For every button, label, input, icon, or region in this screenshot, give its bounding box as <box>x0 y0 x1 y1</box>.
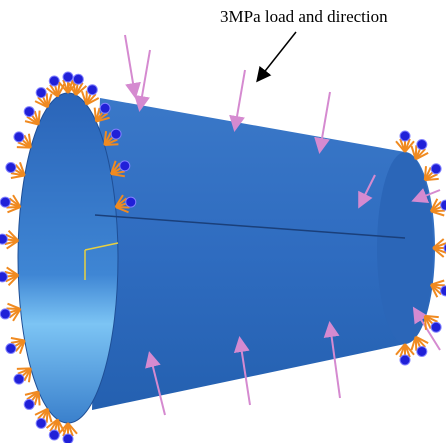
constraint-node <box>24 399 34 409</box>
constraint-ray <box>425 179 439 180</box>
constraint-node <box>441 286 446 296</box>
constraint-marker <box>6 162 25 178</box>
constraint-node <box>14 374 24 384</box>
constraint-marker <box>396 344 414 365</box>
constraint-node <box>49 430 59 440</box>
constraint-node <box>36 88 46 98</box>
constraint-marker <box>431 199 446 216</box>
constraint-marker <box>0 304 20 321</box>
constraint-marker <box>24 107 39 125</box>
constraint-node <box>431 164 441 174</box>
left-opening <box>18 93 118 423</box>
constraint-ray <box>425 316 426 330</box>
constraint-node <box>87 85 97 95</box>
constraint-node <box>36 418 46 428</box>
constraint-node <box>417 140 427 150</box>
constraint-node <box>417 346 427 356</box>
constraint-node <box>6 344 16 354</box>
constraint-node <box>441 200 446 210</box>
cone-model <box>18 93 435 423</box>
constraint-ray <box>11 338 25 340</box>
constraint-node <box>0 197 10 207</box>
load-arrow <box>125 35 135 95</box>
constraint-marker <box>14 368 31 384</box>
constraint-marker <box>433 239 446 257</box>
constraint-node <box>431 322 441 332</box>
constraint-node <box>24 107 34 117</box>
constraint-node <box>73 74 83 84</box>
constraint-node <box>126 197 136 207</box>
constraint-node <box>63 434 73 443</box>
constraint-node <box>6 163 16 173</box>
constraint-marker <box>0 267 18 285</box>
constraint-node <box>14 132 24 142</box>
annotation-text: 3MPa load and direction <box>220 7 388 26</box>
constraint-node <box>400 355 410 365</box>
load-arrow <box>235 70 245 128</box>
constraint-marker <box>6 338 25 354</box>
constraint-node <box>111 129 121 139</box>
constraint-marker <box>425 164 441 180</box>
load-arrow <box>140 50 150 108</box>
constraint-marker <box>0 231 18 249</box>
constraint-node <box>0 272 7 282</box>
constraint-node <box>100 103 110 113</box>
constraint-marker <box>0 195 20 212</box>
annotation-arrow <box>258 32 296 80</box>
constraint-marker <box>431 281 446 298</box>
constraint-marker <box>24 391 39 409</box>
constraint-marker <box>14 132 31 148</box>
constraint-ray <box>104 144 118 145</box>
constraint-node <box>49 76 59 86</box>
constraint-node <box>120 161 130 171</box>
right-end <box>377 152 433 344</box>
constraint-node <box>400 131 410 141</box>
constraint-marker <box>396 131 414 152</box>
constraint-marker <box>95 103 110 121</box>
figure: 3MPa load and direction <box>0 0 446 443</box>
constraint-node <box>0 309 10 319</box>
constraint-node <box>63 72 73 82</box>
constraint-ray <box>39 111 40 125</box>
constraint-node <box>0 234 7 244</box>
